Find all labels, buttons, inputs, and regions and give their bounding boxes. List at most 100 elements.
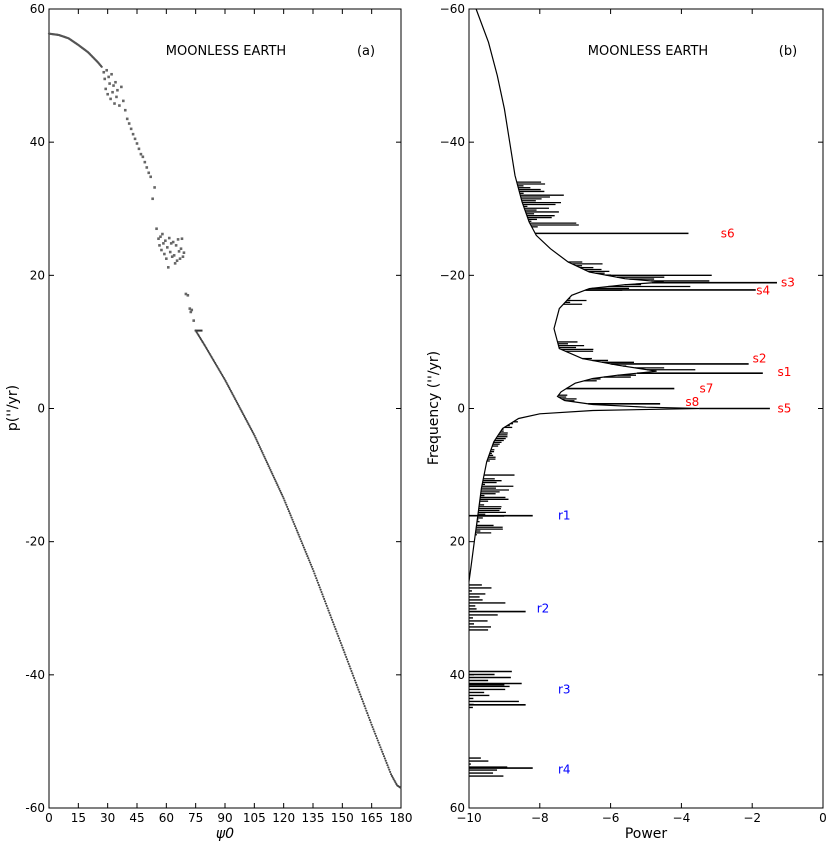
panel-a-y-tick-label: -60 <box>25 801 45 815</box>
panel-a-y-tick-label: 40 <box>30 135 45 149</box>
panel-b-annotation-s7: s7 <box>700 382 714 396</box>
panel-a-chaotic-point <box>186 294 190 297</box>
panel-a-curve-point <box>253 434 256 437</box>
panel-a-curve-point <box>256 440 259 443</box>
panel-a-curve-point <box>332 623 335 626</box>
panel-b-y-tick-label: −40 <box>440 135 465 149</box>
panel-a-x-tick-label: 150 <box>331 811 354 825</box>
panel-b-annotation-s3: s3 <box>781 276 795 290</box>
panel-a-curve-point <box>360 698 364 701</box>
panel-a-chaotic-point <box>161 232 164 236</box>
panel-a-y-tick-label: 20 <box>30 268 45 282</box>
panel-a-curve-point <box>383 757 386 760</box>
panel-b-y-tick-label: 40 <box>450 668 465 682</box>
panel-b-x-tick-label: −2 <box>743 811 761 825</box>
panel-a-curve-point <box>388 768 391 771</box>
panel-a-curve-point <box>337 635 340 638</box>
panel-a-chaotic-point <box>182 251 186 254</box>
panel-a-curve-point <box>378 743 381 747</box>
panel-a-curve-point <box>257 442 260 445</box>
panel-a-curve-point <box>382 752 385 756</box>
panel-a-chaotic-point <box>166 266 170 269</box>
panel-a-chaotic-point <box>109 97 112 101</box>
panel-a-curve-point <box>298 535 301 538</box>
panel-a-chaotic-point <box>158 244 161 247</box>
panel-a-regular-curve <box>47 32 402 789</box>
panel-a-curve-point <box>343 651 346 654</box>
panel-b-annotation-s8: s8 <box>685 395 699 409</box>
panel-b-y-axis-title: Frequency (''/yr) <box>426 351 442 465</box>
panel-a-chaotic-point <box>103 77 107 81</box>
panel-a-curve-point <box>301 542 304 545</box>
panel-a-curve-point <box>248 424 251 427</box>
panel-a: 0 15 30 45 60 75 90 105 120 135 150 165 180 -60 -40 -20… <box>5 2 412 842</box>
panel-a-curve-point <box>321 593 324 596</box>
panel-a-curve-point <box>264 457 267 460</box>
panel-a-curve-point <box>243 416 246 419</box>
panel-a-chaotic-point <box>184 292 188 296</box>
panel-a-curve-point <box>293 522 296 526</box>
panel-a-curve-point <box>250 429 254 432</box>
panel-a-curve-point <box>226 383 229 386</box>
panel-a-chaotic-point <box>111 90 114 94</box>
panel-a-chaotic-point <box>149 175 152 179</box>
panel-b-x-axis-title: Power <box>625 826 668 842</box>
panel-a-curve-point <box>235 399 238 402</box>
panel-a-chaotic-point <box>105 68 108 72</box>
panel-a-chaotic-point <box>167 236 171 240</box>
panel-b-x-tick-label: −4 <box>673 811 691 825</box>
panel-a-y-axis-title: p(''/yr) <box>5 385 21 431</box>
panel-a-curve-point <box>255 438 258 441</box>
panel-a-chaotic-point <box>106 92 109 96</box>
panel-a-curve-point <box>235 401 239 404</box>
panel-a-chaotic-point <box>129 127 133 131</box>
panel-a-curve-point <box>254 436 257 439</box>
panel-a-curve-point <box>315 577 318 580</box>
panel-a-curve-point <box>266 463 269 466</box>
panel-a-curve-point <box>320 590 323 594</box>
panel-b-annotation-r2: r2 <box>537 601 550 615</box>
panel-b-annotation-s1: s1 <box>777 365 791 379</box>
panel-a-curve-point <box>252 432 255 436</box>
panel-a-curve-point <box>319 588 322 591</box>
panel-a-curve-point <box>237 404 240 407</box>
panel-a-curve-point <box>265 459 268 462</box>
panel-a-chaotic-point <box>174 244 178 247</box>
panel-a-curve-point <box>373 730 376 733</box>
panel-a-chaotic-point <box>108 82 111 85</box>
panel-a-curve-point <box>369 721 372 724</box>
panel-a-curve-point <box>309 561 312 564</box>
panel-a-chaotic-point <box>115 95 118 99</box>
panel-a-chaotic-point <box>131 132 135 136</box>
panel-a-curve-point <box>380 748 383 751</box>
panel-a-chaotic-point <box>107 75 110 79</box>
panel-a-chaotic-point <box>145 166 149 169</box>
panel-a-curve-point <box>243 414 246 417</box>
panel-a-chaotic-point <box>141 155 145 159</box>
panel-a-curve-point <box>257 444 261 447</box>
panel-a-x-axis-title: ψ0 <box>216 826 234 842</box>
panel-a-curve-point <box>302 546 305 549</box>
panel-a-curve-point <box>367 716 371 719</box>
panel-a-curve-point <box>224 379 227 383</box>
panel-a-chaotic-point <box>157 237 160 241</box>
panel-a-curve-point <box>275 482 278 485</box>
panel-a-curve-point <box>323 600 327 603</box>
panel-a-title: MOONLESS EARTH <box>166 44 286 59</box>
panel-a-curve-point <box>347 662 350 666</box>
panel-a-curve-point <box>331 621 334 624</box>
panel-a-curve-point <box>363 705 366 708</box>
panel-a-curve-point <box>370 723 373 726</box>
panel-a-curve-point <box>350 669 353 673</box>
panel-a-chaotic-point <box>123 108 127 112</box>
panel-a-chaotic-point <box>170 255 174 258</box>
panel-a-curve-point <box>290 516 293 519</box>
panel-a-curve-point <box>273 478 276 481</box>
panel-a-chaotic-point <box>166 246 169 249</box>
panel-a-chaotic-point <box>155 227 158 231</box>
panel-a-curve-point <box>323 597 326 601</box>
panel-a-chaotic-point <box>179 247 183 250</box>
panel-b-x-tick-label: −10 <box>456 811 481 825</box>
